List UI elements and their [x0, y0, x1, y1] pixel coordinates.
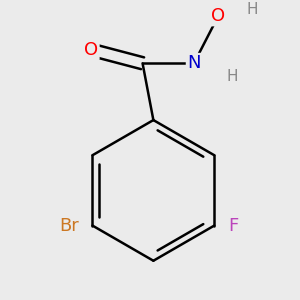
Text: N: N: [187, 54, 201, 72]
Text: O: O: [211, 7, 225, 25]
Text: H: H: [226, 69, 238, 84]
Text: Br: Br: [59, 217, 79, 235]
Text: O: O: [84, 41, 98, 59]
Text: H: H: [246, 2, 258, 17]
Text: F: F: [228, 217, 238, 235]
